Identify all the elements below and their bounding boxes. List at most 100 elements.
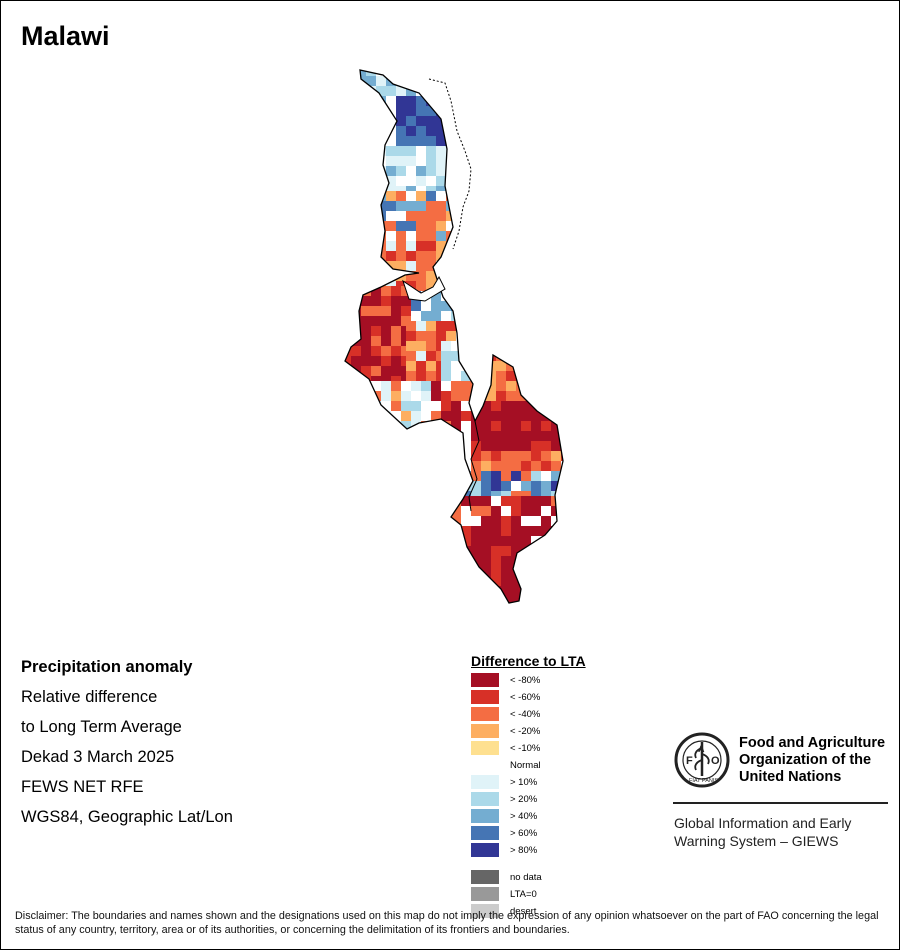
raster-cell [361, 306, 371, 316]
raster-cell [416, 136, 426, 146]
raster-cell [386, 261, 396, 271]
raster-cell [396, 201, 406, 211]
raster-cell [451, 391, 461, 401]
raster-cell [351, 326, 361, 336]
raster-cell [371, 296, 381, 306]
raster-cell [366, 76, 376, 86]
raster-cell [416, 96, 426, 106]
raster-cell [345, 316, 351, 326]
raster-cell [401, 391, 411, 401]
raster-cell [491, 451, 501, 461]
raster-cell [406, 76, 416, 86]
raster-cell [436, 231, 446, 241]
raster-cell [456, 70, 466, 76]
raster-cell [481, 451, 491, 461]
raster-cell [481, 566, 491, 576]
raster-cell [426, 146, 436, 156]
raster-cell [471, 401, 481, 411]
raster-cell [401, 306, 411, 316]
raster-cell [426, 271, 436, 281]
raster-cell [361, 316, 371, 326]
raster-cell [521, 421, 531, 431]
raster-cell [396, 176, 406, 186]
raster-cell [416, 146, 426, 156]
raster-cell [471, 546, 481, 556]
raster-cell [426, 136, 436, 146]
raster-cell [391, 356, 401, 366]
raster-cell [461, 506, 471, 516]
svg-text:A: A [698, 744, 705, 754]
raster-cell [561, 411, 563, 421]
raster-cell [501, 411, 511, 421]
raster-cell [451, 411, 461, 421]
raster-cell [491, 526, 501, 536]
raster-cell [491, 566, 501, 576]
raster-cell [436, 70, 446, 76]
raster-cell [401, 421, 411, 431]
raster-cell [371, 336, 381, 346]
raster-cell [471, 431, 481, 441]
raster-cell [381, 401, 391, 411]
raster-cell [481, 526, 491, 536]
raster-cell [416, 351, 426, 361]
raster-cell [416, 241, 426, 251]
raster-cell [426, 331, 436, 341]
raster-cell [516, 361, 526, 371]
raster-cell [541, 506, 551, 516]
raster-cell [446, 96, 456, 106]
raster-cell [501, 546, 511, 556]
raster-cell [481, 401, 491, 411]
raster-cell [471, 526, 481, 536]
raster-cell [431, 311, 441, 321]
raster-cell [386, 86, 396, 96]
raster-cell [456, 76, 466, 86]
raster-cell [406, 116, 416, 126]
raster-cell [471, 461, 481, 471]
raster-cell [531, 441, 541, 451]
raster-cell [441, 391, 451, 401]
raster-cell [436, 331, 446, 341]
raster-cell [471, 576, 481, 586]
raster-cell [501, 441, 511, 451]
raster-cell [436, 96, 446, 106]
raster-cell [426, 191, 436, 201]
raster-cell [451, 526, 461, 536]
raster-cell [531, 421, 541, 431]
raster-cell [511, 481, 521, 491]
raster-cell [391, 286, 401, 296]
raster-cell [496, 371, 506, 381]
raster-cell [471, 596, 481, 603]
fao-ring-text: FIAT PANIS [689, 778, 718, 784]
raster-cell [371, 346, 381, 356]
raster-cell [516, 371, 526, 381]
raster-cell [511, 526, 521, 536]
legend-swatch [471, 887, 499, 901]
raster-cell [381, 381, 391, 391]
raster-cell [361, 401, 371, 411]
raster-cell [461, 371, 471, 381]
raster-cell [501, 556, 511, 566]
raster-cell [406, 191, 416, 201]
raster-cell [416, 231, 426, 241]
raster-cell [481, 556, 491, 566]
raster-cell [406, 351, 416, 361]
raster-cell [376, 156, 386, 166]
raster-cell [491, 461, 501, 471]
raster-cell [436, 126, 446, 136]
raster-cell [391, 326, 401, 336]
raster-cell [356, 96, 366, 106]
raster-cell [511, 421, 521, 431]
raster-cell [401, 401, 411, 411]
raster-cell [501, 481, 511, 491]
raster-cell [541, 471, 551, 481]
raster-cell [381, 336, 391, 346]
country-boundary [344, 69, 564, 604]
raster-cell [471, 516, 481, 526]
raster-cell [351, 346, 361, 356]
legend-swatch [471, 690, 499, 704]
raster-cell [426, 251, 436, 261]
legend-label: > 20% [510, 793, 538, 805]
raster-cell [541, 451, 551, 461]
raster-cell [416, 76, 426, 86]
raster-cell [396, 146, 406, 156]
